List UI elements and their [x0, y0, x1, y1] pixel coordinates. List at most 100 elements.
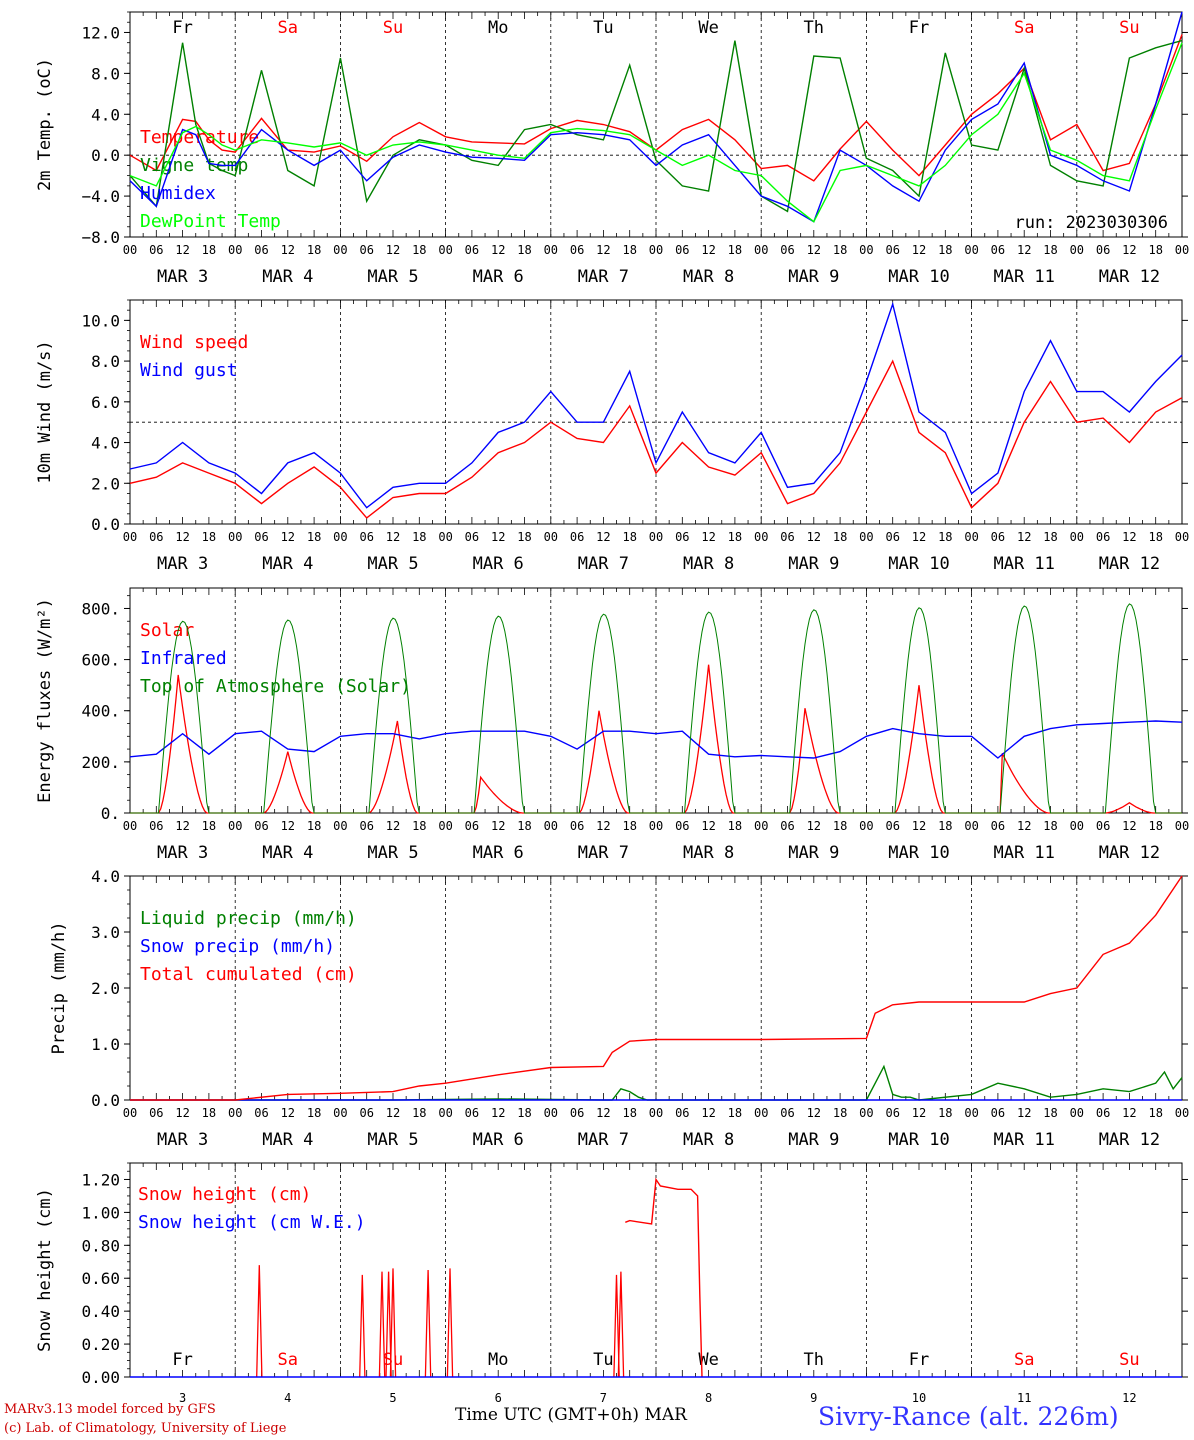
hour-tick-label: 18	[728, 530, 742, 544]
toa-curve	[1076, 603, 1182, 814]
date-label: MAR 6	[473, 1130, 524, 1150]
hour-tick-label: 06	[885, 243, 899, 257]
hour-tick-label: 06	[465, 819, 479, 833]
hour-tick-label: 00	[123, 530, 137, 544]
date-label: MAR 5	[367, 843, 418, 863]
hour-tick-label: 00	[123, 1106, 137, 1120]
hour-tick-label: 12	[807, 1106, 821, 1120]
snow-block	[625, 1177, 703, 1378]
hour-tick-label: 00	[754, 243, 768, 257]
date-label: MAR 8	[683, 267, 734, 287]
date-label: MAR 6	[473, 843, 524, 863]
snow-spike	[446, 1268, 454, 1378]
y-tick-label: 0.0	[91, 1091, 120, 1110]
hour-tick-label: 00	[123, 819, 137, 833]
hour-tick-label: 12	[386, 819, 400, 833]
date-label: MAR 12	[1099, 267, 1160, 287]
y-tick-label: 1.0	[91, 1035, 120, 1054]
day-name: We	[698, 18, 718, 38]
legend-entry: Total cumulated (cm)	[140, 964, 357, 985]
series-3-3	[130, 603, 1182, 814]
hour-tick-label: 18	[1043, 1106, 1057, 1120]
hour-tick-label: 12	[807, 819, 821, 833]
date-label: MAR 11	[993, 1130, 1054, 1150]
y-tick-label: 2.0	[91, 474, 120, 493]
hour-tick-label: 00	[228, 819, 242, 833]
credit-line-1: MARv3.13 model forced by GFS	[4, 1402, 216, 1417]
hour-tick-label: 00	[859, 243, 873, 257]
hour-tick-label: 00	[228, 530, 242, 544]
hour-tick-label: 06	[359, 1106, 373, 1120]
hour-tick-label: 06	[991, 530, 1005, 544]
date-label: MAR 8	[683, 843, 734, 863]
hour-tick-label: 12	[386, 530, 400, 544]
day-name: Fr	[172, 18, 192, 38]
hour-tick-label: 06	[780, 243, 794, 257]
legend-entry: Solar	[140, 620, 194, 641]
hour-tick-label: 00	[228, 243, 242, 257]
toa-curve	[340, 617, 446, 814]
snow-spike	[424, 1269, 432, 1378]
day-name: Su	[1119, 18, 1139, 38]
day-name: Th	[804, 1350, 824, 1370]
day-name: Su	[383, 18, 403, 38]
series-4-3	[130, 875, 1183, 1101]
y-tick-label: 0.0	[91, 146, 120, 165]
snow-spike	[613, 1274, 620, 1378]
hour-tick-label: 00	[544, 530, 558, 544]
plot-frame	[129, 587, 1183, 814]
date-label: MAR 8	[683, 1130, 734, 1150]
date-label: MAR 5	[367, 554, 418, 574]
series-line	[130, 1064, 1183, 1101]
day-name: Fr	[909, 1350, 929, 1370]
hour-tick-label: 18	[833, 530, 847, 544]
day-name: Sa	[1014, 18, 1034, 38]
snow-spike	[617, 1271, 625, 1378]
y-axis-label: Precip (mm/h)	[49, 921, 69, 1054]
solar-curve	[761, 708, 867, 814]
legend-entry: Snow precip (mm/h)	[140, 936, 335, 957]
hour-tick-label: 06	[149, 1106, 163, 1120]
hour-tick-label: 12	[175, 1106, 189, 1120]
hour-tick-label: 00	[438, 1106, 452, 1120]
date-label: MAR 12	[1099, 843, 1160, 863]
day-number: 7	[600, 1391, 607, 1405]
hour-tick-label: 18	[728, 1106, 742, 1120]
date-label: MAR 9	[788, 843, 839, 863]
date-label: MAR 4	[262, 554, 313, 574]
hour-tick-label: 18	[938, 1106, 952, 1120]
date-label: MAR 10	[888, 267, 949, 287]
hour-tick-label: 00	[649, 530, 663, 544]
y-tick-label: 4.0	[91, 434, 120, 453]
hour-tick-label: 18	[517, 530, 531, 544]
hour-tick-label: 18	[1043, 243, 1057, 257]
hour-tick-label: 00	[649, 819, 663, 833]
series-line	[129, 720, 1183, 759]
hour-tick-label: 00	[964, 1106, 978, 1120]
series-2-2	[129, 301, 1183, 509]
day-name: Sa	[278, 18, 298, 38]
hour-tick-label: 12	[912, 530, 926, 544]
hour-tick-label: 12	[596, 243, 610, 257]
y-axis-label: 2m Temp. (oC)	[35, 58, 55, 191]
day-name: We	[698, 1350, 718, 1370]
hour-tick-label: 12	[175, 243, 189, 257]
day-number: 10	[912, 1391, 926, 1405]
day-number: 8	[705, 1391, 712, 1405]
hour-tick-label: 00	[1175, 1106, 1189, 1120]
hour-tick-label: 12	[1017, 819, 1031, 833]
hour-tick-label: 18	[1043, 819, 1057, 833]
legend-entry: Snow height (cm)	[138, 1184, 311, 1205]
solar-curve	[866, 685, 972, 814]
hour-tick-label: 00	[754, 530, 768, 544]
date-label: MAR 4	[262, 267, 313, 287]
day-name: Su	[383, 1350, 403, 1370]
hour-tick-label: 12	[912, 1106, 926, 1120]
y-tick-label: 0.80	[81, 1236, 120, 1255]
hour-tick-label: 18	[938, 819, 952, 833]
y-tick-label: 0.20	[81, 1335, 120, 1354]
series-line	[129, 34, 1183, 182]
hour-tick-label: 06	[254, 819, 268, 833]
hour-tick-label: 12	[1122, 530, 1136, 544]
snow-spike	[389, 1268, 397, 1378]
